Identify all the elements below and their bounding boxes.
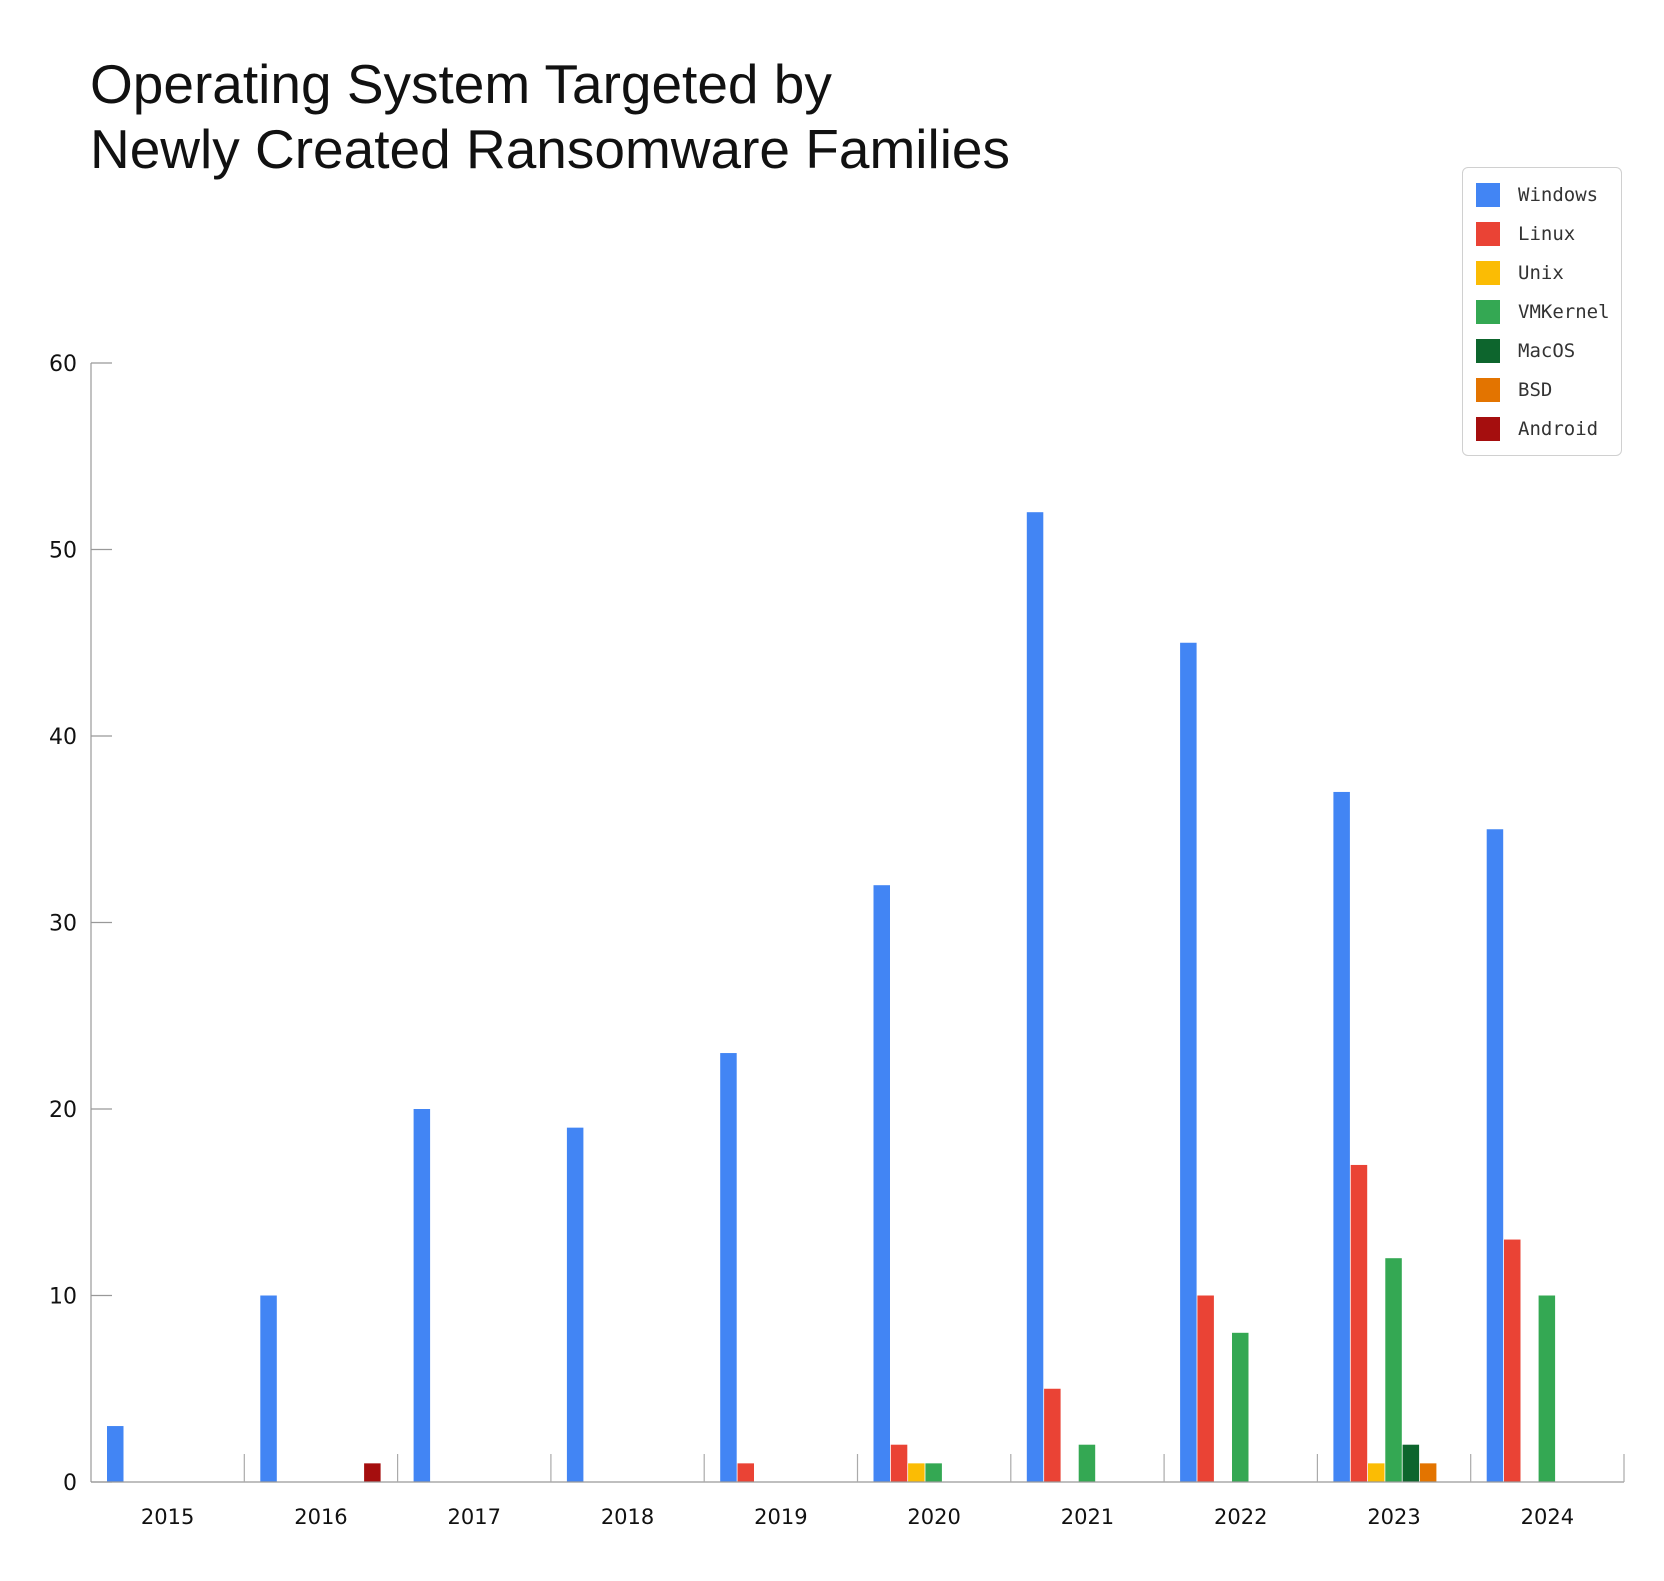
bar-vmkernel-2022 [1232, 1332, 1249, 1482]
legend-item-unix: Unix [1476, 260, 1564, 286]
legend-swatch [1476, 183, 1500, 207]
x-tick-label: 2020 [907, 1505, 960, 1529]
bar-windows-2017 [413, 1109, 431, 1482]
bar-vmkernel-2020 [925, 1463, 942, 1482]
legend-swatch [1476, 417, 1500, 441]
bar-vmkernel-2024 [1538, 1295, 1556, 1482]
bar-windows-2020 [873, 885, 890, 1482]
bar-windows-2015 [107, 1426, 124, 1482]
bar-windows-2023 [1333, 791, 1350, 1482]
bar-windows-2022 [1180, 642, 1197, 1482]
bar-windows-2021 [1026, 512, 1044, 1482]
bar-unix-2020 [908, 1463, 925, 1482]
legend-item-macos: MacOS [1476, 338, 1575, 364]
bar-linux-2020 [890, 1444, 908, 1482]
bar-windows-2019 [720, 1053, 737, 1482]
chart-title-line-2: Newly Created Ransomware Families [90, 118, 1011, 180]
y-tick-label: 40 [49, 725, 77, 750]
legend-label: Android [1518, 418, 1599, 440]
legend-item-windows: Windows [1476, 182, 1598, 208]
y-tick-label: 50 [49, 539, 77, 564]
bar-linux-2022 [1197, 1295, 1214, 1482]
bar-macos-2023 [1402, 1444, 1420, 1482]
x-tick-label: 2022 [1214, 1505, 1267, 1529]
x-tick-label: 2024 [1521, 1505, 1574, 1529]
legend-label: MacOS [1518, 340, 1576, 362]
bar-unix-2023 [1368, 1463, 1385, 1482]
bar-vmkernel-2021 [1078, 1444, 1096, 1482]
legend-swatch [1476, 378, 1500, 402]
legend-item-vmkernel: VMKernel [1476, 299, 1610, 325]
bar-windows-2024 [1486, 829, 1504, 1482]
legend-item-bsd: BSD [1476, 377, 1552, 403]
y-tick-label: 20 [49, 1098, 77, 1123]
bar-bsd-2023 [1419, 1463, 1437, 1482]
chart-title: Operating System Targeted by Newly Creat… [90, 52, 1090, 182]
y-tick-label: 10 [49, 1285, 77, 1310]
x-tick-label: 2018 [601, 1505, 654, 1529]
legend-label: Linux [1518, 223, 1576, 245]
x-tick-label: 2019 [754, 1505, 807, 1529]
bar-vmkernel-2023 [1385, 1258, 1402, 1482]
legend-label: Windows [1518, 184, 1599, 206]
legend-item-android: Android [1476, 416, 1598, 442]
y-tick-label: 30 [49, 912, 77, 937]
chart-title-line-1: Operating System Targeted by [90, 53, 832, 115]
bar-linux-2023 [1350, 1164, 1368, 1482]
legend-swatch [1476, 261, 1500, 285]
legend-label: BSD [1518, 379, 1553, 401]
legend-swatch [1476, 222, 1500, 246]
x-tick-label: 2015 [141, 1505, 194, 1529]
legend-swatch [1476, 339, 1500, 363]
chart-legend: Windows Linux Unix VMKernel MacOS BSD Android [1462, 167, 1622, 456]
legend-swatch [1476, 300, 1500, 324]
y-tick-label: 0 [63, 1471, 77, 1496]
x-tick-label: 2016 [294, 1505, 347, 1529]
bar-windows-2018 [566, 1127, 584, 1482]
bar-linux-2019 [737, 1463, 754, 1482]
bar-linux-2021 [1044, 1388, 1061, 1482]
legend-item-linux: Linux [1476, 221, 1575, 247]
legend-label: Unix [1518, 262, 1564, 284]
y-tick-label: 60 [49, 352, 77, 377]
x-tick-label: 2023 [1367, 1505, 1420, 1529]
bar-android-2016 [364, 1463, 381, 1482]
bar-windows-2016 [260, 1295, 277, 1482]
legend-label: VMKernel [1518, 301, 1610, 323]
bar-linux-2024 [1504, 1239, 1521, 1482]
x-tick-label: 2017 [448, 1505, 501, 1529]
x-tick-label: 2021 [1061, 1505, 1114, 1529]
